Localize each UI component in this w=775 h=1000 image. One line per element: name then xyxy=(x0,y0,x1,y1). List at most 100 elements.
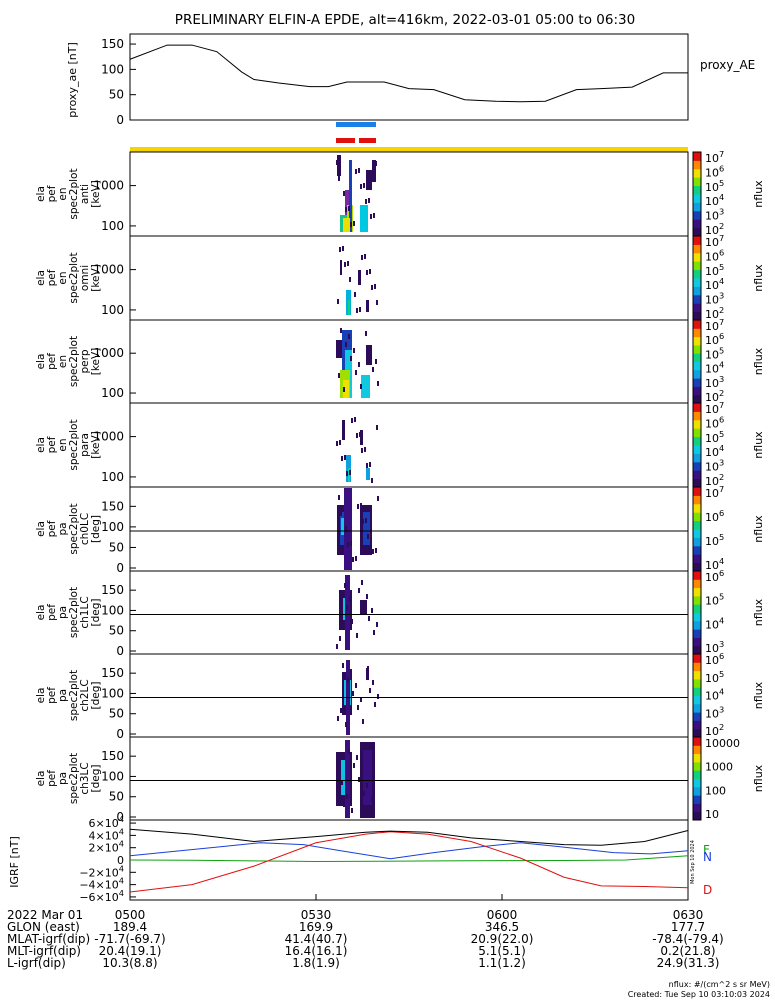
spec-ylabel-line: spec2plot xyxy=(68,168,80,219)
spectrogram-speck xyxy=(365,199,367,204)
colorbar-segment xyxy=(693,294,701,304)
colorbar-segment xyxy=(693,745,701,755)
igrf-ytick-label: 0 xyxy=(117,854,124,867)
spectrogram-speck xyxy=(358,777,360,782)
colorbar-segment xyxy=(693,562,701,572)
spec-ytick-label: 100 xyxy=(101,303,124,317)
orbit-row-label: MLAT-igrf(dip) xyxy=(7,932,90,946)
spec-ytick-label: 1000 xyxy=(93,430,124,444)
spectrogram-speck xyxy=(377,381,379,386)
spec-panel-frame xyxy=(129,486,689,572)
spectrogram-speck xyxy=(341,456,343,461)
spectrogram-speck xyxy=(361,448,363,453)
spectrogram-speck xyxy=(354,292,356,297)
spectrogram-speck xyxy=(358,168,360,173)
colorbar-tick-label: 104 xyxy=(705,360,724,376)
spectrogram-speck xyxy=(351,418,353,423)
spectrogram-speck xyxy=(346,471,348,476)
spec-ylabel-line: [deg] xyxy=(90,765,102,793)
spectrogram-speck xyxy=(359,307,361,312)
colorbar-tick-label: 105 xyxy=(705,592,724,608)
colorbar-segment xyxy=(693,637,701,647)
spectrogram-pixel-cluster xyxy=(348,300,350,315)
spectrogram-speck xyxy=(342,246,344,251)
colorbar-segment xyxy=(693,219,701,229)
colorbar-tick-label: 104 xyxy=(705,615,724,631)
spec-ylabel-line: para xyxy=(79,433,91,457)
spectrogram-speck xyxy=(372,367,374,372)
spec-ylabel-line: ela xyxy=(35,437,47,453)
spec-ytick-label: 100 xyxy=(101,386,124,400)
colorbar-label: nflux xyxy=(752,515,765,543)
spec-ylabel-line: anti xyxy=(79,184,91,204)
colorbar-segment xyxy=(693,695,701,705)
spectrogram-speck xyxy=(361,580,363,585)
spectrogram-pixel-cluster xyxy=(363,512,370,545)
colorbar-segment xyxy=(693,353,701,362)
spectrogram-speck xyxy=(346,794,348,799)
spec-ylabel-line: pa xyxy=(57,689,69,702)
colorbar-tick-label: 102 xyxy=(705,472,724,488)
spectrogram-speck xyxy=(352,691,354,696)
colorbar-segment xyxy=(693,386,701,396)
colorbar-segment xyxy=(693,803,701,813)
spec-ytick-label: 150 xyxy=(101,499,124,513)
spectrogram-speck xyxy=(353,221,355,226)
spectrogram-pixel-cluster xyxy=(360,600,367,615)
spec-ylabel-line: [deg] xyxy=(90,599,102,627)
spectrogram-speck xyxy=(356,633,358,638)
spectrogram-speck xyxy=(339,636,341,641)
spectrogram-speck xyxy=(369,462,371,467)
blue-status-bar xyxy=(336,122,376,127)
spec-ylabel-line: ela xyxy=(35,605,47,621)
spectrogram-pixel-cluster xyxy=(345,740,350,818)
colorbar-tick-label: 100 xyxy=(705,784,726,797)
spectrogram-pixel-cluster xyxy=(366,668,369,680)
colorbar-segment xyxy=(693,737,701,746)
colorbar-segment xyxy=(693,168,701,178)
spectrogram-speck xyxy=(376,300,378,305)
colorbar-segment xyxy=(693,252,701,262)
spectrogram-speck xyxy=(361,255,363,260)
spectrogram-speck xyxy=(336,441,338,446)
spec-ytick-label: 1000 xyxy=(93,346,124,360)
colorbar-segment xyxy=(693,470,701,480)
spectrogram-speck xyxy=(373,630,375,635)
colorbar-tick-label: 106 xyxy=(705,568,724,584)
colorbar-tick-label: 103 xyxy=(705,207,724,223)
proxy-ae-frame xyxy=(129,33,689,121)
spectrogram-pixel-cluster xyxy=(337,155,341,176)
colorbar-segment xyxy=(693,403,701,412)
spectrogram-speck xyxy=(339,247,341,252)
orbit-row-value: 10.3(8.8) xyxy=(102,956,157,970)
colorbar-segment xyxy=(693,261,701,271)
colorbar-segment xyxy=(693,512,701,522)
spectrogram-speck xyxy=(360,503,362,508)
orbit-row-value: 177.7 xyxy=(671,920,705,934)
colorbar-segment xyxy=(693,152,701,161)
colorbar-segment xyxy=(693,177,701,187)
spec-ylabel-line: spec2plot xyxy=(68,670,80,721)
spectrogram-speck xyxy=(371,797,373,802)
spec-ylabel-line: perp xyxy=(79,349,91,373)
colorbar-tick-label: 106 xyxy=(705,651,724,667)
spectrogram-speck xyxy=(368,805,370,810)
spec-ylabel-line: pef xyxy=(46,687,58,704)
colorbar-tick-label: 103 xyxy=(705,639,724,655)
igrf-ytick-label: −6×104 xyxy=(79,888,124,904)
spec-ylabel-line: ela xyxy=(35,521,47,537)
colorbar-segment xyxy=(693,394,701,404)
spec-panel-frame xyxy=(129,235,689,321)
proxy-ae-ytick-label: 0 xyxy=(116,113,124,127)
orbit-row-value: 41.4(40.7) xyxy=(285,932,348,946)
proxy-ae-ytick-label: 150 xyxy=(101,37,124,51)
spec-ylabel-line: ela xyxy=(35,688,47,704)
colorbar-tick-label: 107 xyxy=(705,484,724,500)
colorbar-tick-label: 105 xyxy=(705,669,724,685)
spec-ytick-label: 150 xyxy=(101,583,124,597)
spec-ylabel-line: ela xyxy=(35,771,47,787)
colorbar-segment xyxy=(693,445,701,454)
spectrogram-speck xyxy=(342,663,344,668)
spectrogram-speck xyxy=(355,370,357,375)
